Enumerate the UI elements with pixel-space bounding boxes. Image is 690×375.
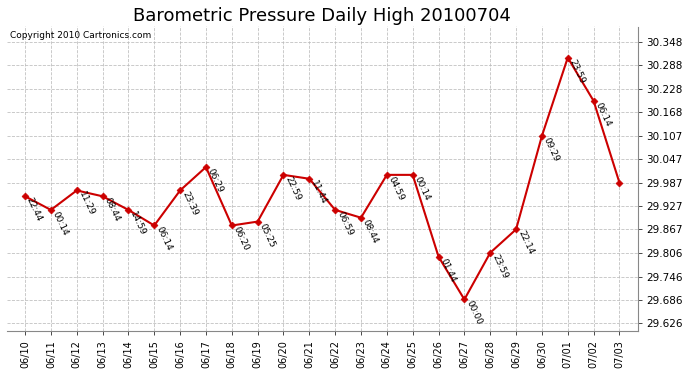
Text: Copyright 2010 Cartronics.com: Copyright 2010 Cartronics.com [10, 31, 151, 40]
Text: 08:44: 08:44 [361, 218, 380, 245]
Text: 22:14: 22:14 [516, 230, 535, 256]
Text: 06:29: 06:29 [206, 167, 225, 194]
Text: 23:59: 23:59 [490, 253, 509, 280]
Text: 08:44: 08:44 [103, 196, 121, 223]
Text: 00:14: 00:14 [413, 175, 432, 202]
Text: 22:44: 22:44 [25, 196, 44, 223]
Text: 09:29: 09:29 [542, 136, 561, 163]
Text: 23:39: 23:39 [180, 190, 199, 217]
Text: 06:14: 06:14 [593, 101, 613, 128]
Text: 06:59: 06:59 [335, 210, 354, 237]
Title: Barometric Pressure Daily High 20100704: Barometric Pressure Daily High 20100704 [133, 7, 511, 25]
Text: 04:59: 04:59 [387, 175, 406, 202]
Text: 05:25: 05:25 [257, 222, 277, 249]
Text: 22:59: 22:59 [284, 175, 302, 202]
Text: 23:59: 23:59 [568, 58, 586, 85]
Text: 06:20: 06:20 [232, 225, 251, 253]
Text: 11:44: 11:44 [309, 179, 328, 206]
Text: 01:44: 01:44 [439, 256, 457, 284]
Text: 00:14: 00:14 [51, 210, 70, 237]
Text: 00:00: 00:00 [464, 300, 484, 327]
Text: 14:59: 14:59 [128, 210, 148, 237]
Text: 11:29: 11:29 [77, 190, 96, 217]
Text: 06:14: 06:14 [155, 225, 173, 253]
